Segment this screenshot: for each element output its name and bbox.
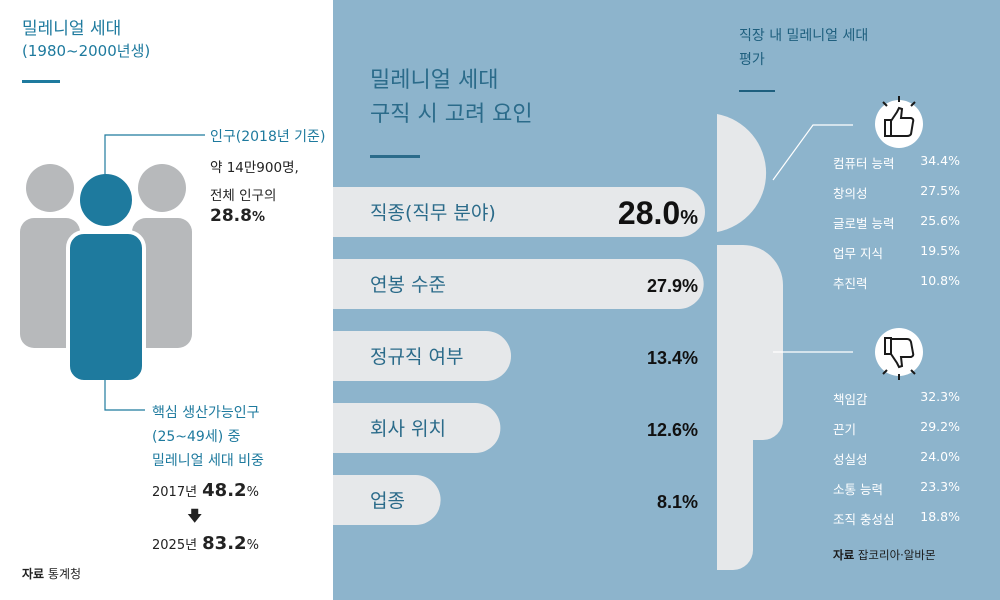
bar-0 xyxy=(333,187,705,237)
eval-connector-lines xyxy=(772,124,853,353)
population-line2: 전체 인구의 xyxy=(210,188,277,204)
positive-item-value: 19.5% xyxy=(920,243,960,258)
bar-1 xyxy=(333,259,704,309)
population-line1: 약 14만900명, xyxy=(210,160,299,176)
core-unit2: % xyxy=(246,538,259,553)
core-unit1: % xyxy=(246,485,259,500)
positive-item-value: 25.6% xyxy=(920,213,960,228)
right-source-label: 자료 xyxy=(833,548,855,562)
negative-item-name: 소통 능력 xyxy=(833,482,883,497)
left-subtitle: (1980~2000년생) xyxy=(22,42,151,60)
right-panel: 밀레니얼 세대 구직 시 고려 요인 직종(직무 분야) 28.0% 연봉 수준 27… xyxy=(333,0,1000,600)
bar-label-4: 업종 xyxy=(370,490,405,512)
core-year2: 2025년 xyxy=(152,538,198,553)
core-line1: 핵심 생산가능인구 xyxy=(152,405,260,421)
negative-item-value: 32.3% xyxy=(920,389,960,404)
bar-value-4: 8.1% xyxy=(657,492,698,512)
left-source-label: 자료 xyxy=(22,567,45,581)
bar-2 xyxy=(333,331,512,381)
bar-label-3: 회사 위치 xyxy=(370,418,446,440)
core-line3: 밀레니얼 세대 비중 xyxy=(152,453,264,469)
core-value2: 83.2 xyxy=(202,533,247,554)
negative-item-name: 조직 충성심 xyxy=(833,512,895,527)
left-panel: 밀레니얼 세대 (1980~2000년생) 인구(2018년 기준) 약 14만… xyxy=(0,0,333,600)
bar-label-1: 연봉 수준 xyxy=(370,274,446,296)
positive-item-name: 글로벌 능력 xyxy=(833,216,895,231)
positive-item-name: 추진력 xyxy=(833,276,868,291)
left-title-rule xyxy=(22,80,60,83)
down-arrow-icon: 🡇 xyxy=(187,507,203,525)
thumbs-up-icon xyxy=(871,94,927,150)
positive-item-value: 27.5% xyxy=(920,183,960,198)
core-value1: 48.2 xyxy=(202,480,247,501)
positive-item-name: 창의성 xyxy=(833,186,868,201)
negative-item-name: 성실성 xyxy=(833,452,868,467)
positive-item-name: 업무 지식 xyxy=(833,246,883,261)
negative-item-value: 18.8% xyxy=(920,509,960,524)
bar-3 xyxy=(333,402,501,453)
center-title-rule xyxy=(370,155,420,158)
eval-title-line1: 직장 내 밀레니얼 세대 xyxy=(739,28,869,44)
positive-item-value: 34.4% xyxy=(920,153,960,168)
bar-value-2: 13.4% xyxy=(647,348,698,368)
left-source-text: 통계청 xyxy=(47,567,82,581)
factor-bar-chart: 직종(직무 분야) 28.0%연봉 수준 27.9%정규직 여부 13.4%회사 위치… xyxy=(333,187,705,525)
positive-item-value: 10.8% xyxy=(920,273,960,288)
negative-item-value: 24.0% xyxy=(920,449,960,464)
core-year1: 2017년 xyxy=(152,485,198,500)
bar-value-1: 27.9% xyxy=(647,276,698,296)
population-value-unit: % xyxy=(251,210,265,225)
negative-item-name: 끈기 xyxy=(833,422,857,437)
population-heading: 인구(2018년 기준) xyxy=(210,129,326,145)
bar-value-3: 12.6% xyxy=(647,420,698,440)
bar-4 xyxy=(333,475,441,525)
center-title-line1: 밀레니얼 세대 xyxy=(370,68,499,93)
positive-item-name: 컴퓨터 능력 xyxy=(833,156,895,171)
eval-title-line2: 평가 xyxy=(739,52,765,68)
left-title: 밀레니얼 세대 xyxy=(22,19,122,39)
people-illustration xyxy=(20,164,192,384)
teal-person xyxy=(66,170,146,384)
population-value: 28.8% xyxy=(210,206,265,226)
negative-item-value: 23.3% xyxy=(920,479,960,494)
center-title-line2: 구직 시 고려 요인 xyxy=(370,102,533,127)
thumbs-down-icon xyxy=(871,326,927,382)
core-line2: (25~49세) 중 xyxy=(152,429,241,445)
bar-label-2: 정규직 여부 xyxy=(370,346,463,368)
core-2017: 2017년 48.2% xyxy=(152,480,259,501)
connector-lines xyxy=(104,134,205,411)
person-silhouette xyxy=(717,114,783,570)
eval-title-rule xyxy=(739,90,775,92)
right-source: 자료 잡코리아·알바몬 xyxy=(833,547,936,563)
core-2025: 2025년 83.2% xyxy=(152,533,259,554)
negative-item-name: 책임감 xyxy=(833,392,868,407)
negative-item-value: 29.2% xyxy=(920,419,960,434)
bar-label-0: 직종(직무 분야) xyxy=(370,202,496,224)
population-value-number: 28.8 xyxy=(210,206,252,226)
gray-person-left xyxy=(20,164,80,348)
left-source: 자료 통계청 xyxy=(22,565,81,582)
right-source-text: 잡코리아·알바몬 xyxy=(857,548,936,562)
gray-person-right xyxy=(132,164,192,348)
